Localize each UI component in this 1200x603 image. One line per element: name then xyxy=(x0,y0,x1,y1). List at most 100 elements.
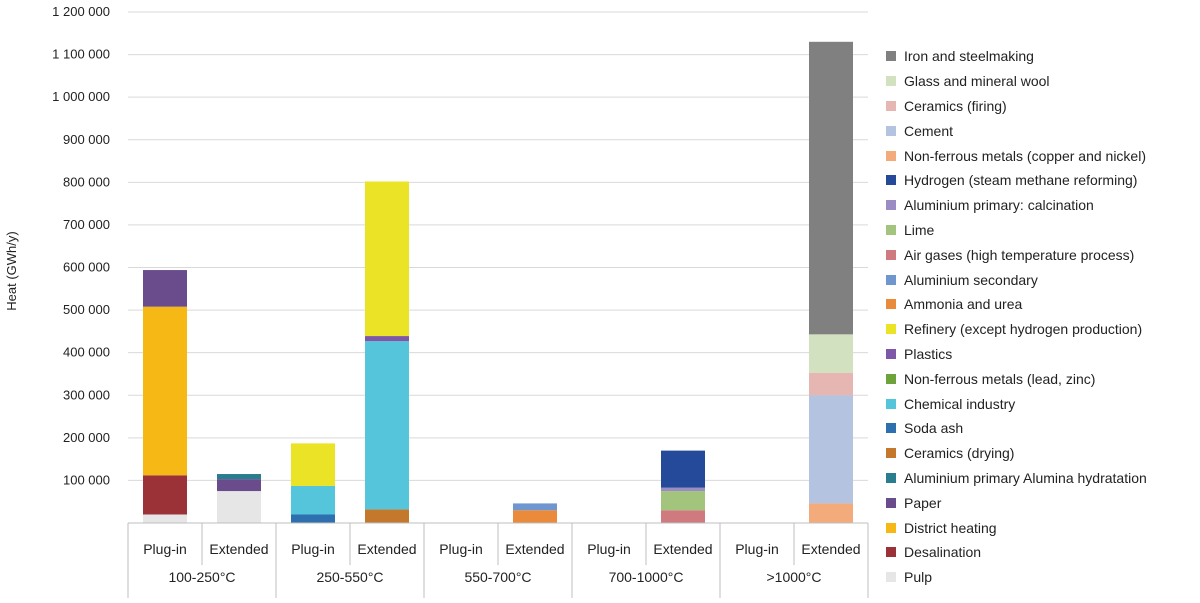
x-tick-label: Plug-in xyxy=(735,541,779,557)
legend-item: Non-ferrous metals (lead, zinc) xyxy=(886,366,1196,391)
x-tick-label: Plug-in xyxy=(143,541,187,557)
legend-swatch xyxy=(886,547,896,558)
legend-label: Soda ash xyxy=(904,420,964,437)
x-tick-label: Extended xyxy=(357,541,416,557)
x-tick-label: Plug-in xyxy=(291,541,335,557)
bar-segment xyxy=(513,503,557,511)
legend-label: Non-ferrous metals (lead, zinc) xyxy=(904,370,1096,387)
bar-segment xyxy=(365,181,409,337)
bar-segment xyxy=(217,491,261,523)
legend-swatch xyxy=(886,249,896,260)
y-tick-label: 500 000 xyxy=(63,302,110,317)
legend-swatch xyxy=(886,100,896,111)
legend-item: Non-ferrous metals (copper and nickel) xyxy=(886,143,1196,168)
legend-swatch xyxy=(886,373,896,384)
legend-label: Desalination xyxy=(904,544,982,561)
bar-segment xyxy=(809,503,853,523)
legend-item: Iron and steelmaking xyxy=(886,44,1196,69)
legend-swatch xyxy=(886,150,896,161)
x-tick-label: Extended xyxy=(505,541,564,557)
bar-segment xyxy=(143,270,187,307)
legend-label: Plastics xyxy=(904,345,953,362)
x-tick-label: Extended xyxy=(801,541,860,557)
bar-segment xyxy=(661,450,705,488)
x-group-label: 250-550°C xyxy=(316,569,383,585)
legend-swatch xyxy=(886,398,896,409)
legend-label: Aluminium secondary xyxy=(904,271,1038,288)
legend: Iron and steelmaking Glass and mineral wo… xyxy=(886,44,1196,590)
legend-swatch xyxy=(886,125,896,136)
x-group-label: >1000°C xyxy=(766,569,821,585)
bar-segment xyxy=(365,341,409,510)
bar-segment xyxy=(291,485,335,515)
legend-swatch xyxy=(886,224,896,235)
bar-segment xyxy=(809,41,853,335)
y-tick-label: 700 000 xyxy=(63,217,110,232)
gridlines xyxy=(128,11,868,481)
legend-swatch xyxy=(886,472,896,483)
legend-swatch xyxy=(886,497,896,508)
legend-swatch xyxy=(886,175,896,186)
legend-swatch xyxy=(886,200,896,211)
legend-item: Soda ash xyxy=(886,416,1196,441)
legend-swatch xyxy=(886,299,896,310)
legend-swatch xyxy=(886,274,896,285)
legend-label: Aluminium primary Alumina hydratation xyxy=(904,469,1147,486)
bar-segment xyxy=(809,395,853,504)
bar-segment xyxy=(291,443,335,486)
legend-item: Air gases (high temperature process) xyxy=(886,242,1196,267)
legend-label: District heating xyxy=(904,519,997,536)
legend-item: Plastics xyxy=(886,342,1196,367)
legend-label: Chemical industry xyxy=(904,395,1016,412)
legend-item: Ammonia and urea xyxy=(886,292,1196,317)
legend-item: Ceramics (firing) xyxy=(886,94,1196,119)
bar-segment xyxy=(143,514,187,523)
legend-label: Ceramics (drying) xyxy=(904,445,1015,462)
legend-label: Ammonia and urea xyxy=(904,296,1023,313)
legend-item: Lime xyxy=(886,218,1196,243)
legend-label: Cement xyxy=(904,122,954,139)
bar-segment xyxy=(661,491,705,511)
x-tick-label: Extended xyxy=(653,541,712,557)
x-axis: Plug-in Extended Plug-in Extended Plug-in Ext… xyxy=(127,522,869,598)
bar-segment xyxy=(661,510,705,523)
bar-segment xyxy=(809,372,853,396)
y-tick-label: 100 000 xyxy=(63,472,110,487)
bar-segment xyxy=(809,334,853,373)
y-axis-tick-labels: 100 000 200 000 300 000 400 000 500 000 600 0… xyxy=(52,4,110,487)
legend-item: Cement xyxy=(886,118,1196,143)
bar-segment xyxy=(217,479,261,492)
y-tick-label: 1 200 000 xyxy=(52,4,110,19)
bar-segment xyxy=(365,336,409,342)
legend-swatch xyxy=(886,572,896,583)
y-axis-label: Heat (GWh/y) xyxy=(4,231,19,310)
bar-segment xyxy=(143,475,187,515)
legend-label: Paper xyxy=(904,494,942,511)
bar-segment xyxy=(513,510,557,523)
y-tick-label: 400 000 xyxy=(63,345,110,360)
legend-swatch xyxy=(886,51,896,62)
bar-segment xyxy=(365,509,409,523)
y-tick-label: 800 000 xyxy=(63,174,110,189)
y-tick-label: 1 000 000 xyxy=(52,89,110,104)
legend-item: Paper xyxy=(886,490,1196,515)
y-tick-label: 300 000 xyxy=(63,387,110,402)
bar-segment xyxy=(291,514,335,523)
legend-item: Aluminium primary Alumina hydratation xyxy=(886,466,1196,491)
legend-label: Iron and steelmaking xyxy=(904,48,1034,65)
legend-label: Glass and mineral wool xyxy=(904,73,1050,90)
legend-swatch xyxy=(886,448,896,459)
legend-label: Hydrogen (steam methane reforming) xyxy=(904,172,1138,189)
legend-item: Aluminium primary: calcination xyxy=(886,193,1196,218)
legend-swatch xyxy=(886,522,896,533)
legend-swatch xyxy=(886,76,896,87)
legend-item: Pulp xyxy=(886,565,1196,590)
legend-item: Glass and mineral wool xyxy=(886,69,1196,94)
y-tick-label: 900 000 xyxy=(63,132,110,147)
y-tick-label: 600 000 xyxy=(63,260,110,275)
legend-label: Air gases (high temperature process) xyxy=(904,246,1135,263)
legend-label: Aluminium primary: calcination xyxy=(904,197,1094,214)
x-tick-label: Extended xyxy=(209,541,268,557)
x-tick-label: Plug-in xyxy=(587,541,631,557)
